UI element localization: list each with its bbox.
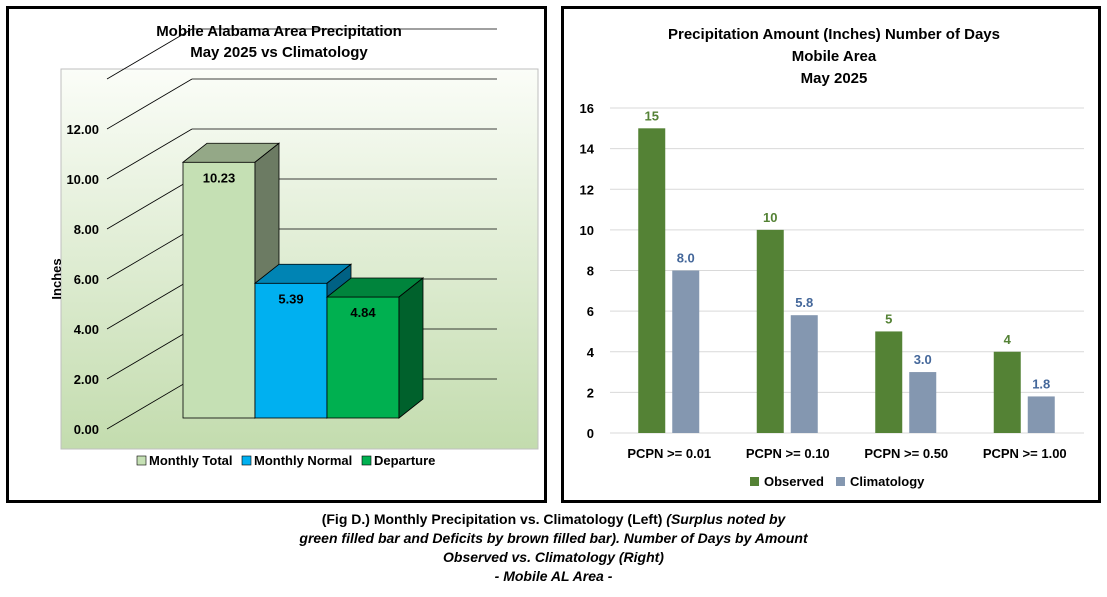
data-label: 4: [1004, 332, 1012, 347]
legend-label: Monthly Normal: [254, 453, 352, 468]
legend-label: Climatology: [850, 474, 925, 489]
chart-title-line: May 2025: [801, 70, 868, 87]
bar-observed: [638, 128, 666, 433]
y-tick-label: 14: [580, 142, 595, 157]
legend-swatch: [750, 477, 759, 486]
gridline-diagonal: [106, 28, 193, 80]
data-label: 5: [885, 311, 892, 326]
data-label: 3.0: [914, 352, 932, 367]
caption-line-2: green filled bar and Deficits by brown f…: [299, 530, 808, 546]
data-label: 8.0: [677, 251, 695, 266]
data-label: 10.23: [203, 170, 236, 185]
bar-side-face: [398, 277, 424, 419]
caption-line-3: Observed vs. Climatology (Right): [443, 549, 664, 565]
legend-swatch: [136, 455, 147, 466]
legend-swatch: [836, 477, 845, 486]
chart-title-line: Mobile Alabama Area Precipitation: [156, 23, 402, 40]
bar-observed: [756, 229, 784, 433]
bar-climatology: [672, 270, 700, 433]
x-tick-label: PCPN >= 0.50: [864, 446, 948, 461]
y-tick-label: 0.00: [74, 422, 99, 437]
data-label: 5.8: [795, 295, 813, 310]
chart-title-line: May 2025 vs Climatology: [190, 44, 368, 61]
y-tick-label: 0: [587, 426, 594, 441]
right-chart-panel: Precipitation Amount (Inches) Number of …: [561, 6, 1101, 503]
legend-swatch: [361, 455, 372, 466]
y-tick-label: 2.00: [74, 372, 99, 387]
x-tick-label: PCPN >= 0.10: [746, 446, 830, 461]
legend-label: Observed: [764, 474, 824, 489]
y-tick-label: 10.00: [66, 172, 99, 187]
caption-line-4: - Mobile AL Area -: [494, 568, 613, 584]
gridline-diagonal: [106, 128, 193, 180]
right-chart: Precipitation Amount (Inches) Number of …: [580, 26, 1084, 489]
data-label: 10: [763, 210, 777, 225]
chart-title-line: Precipitation Amount (Inches) Number of …: [668, 26, 1000, 43]
caption-line-1: (Fig D.) Monthly Precipitation vs. Clima…: [321, 511, 786, 527]
y-tick-label: 2: [587, 385, 594, 400]
bar-climatology: [1027, 396, 1055, 433]
gridline-diagonal: [106, 178, 193, 230]
left-chart-panel: Mobile Alabama Area Precipitation May 202…: [6, 6, 547, 503]
y-tick-label: 8: [587, 264, 594, 279]
y-tick-label: 4: [587, 345, 595, 360]
data-label: 15: [645, 108, 659, 123]
x-tick-label: PCPN >= 1.00: [983, 446, 1067, 461]
y-tick-label: 12.00: [66, 122, 99, 137]
bar-climatology: [790, 315, 818, 433]
y-tick-label: 6.00: [74, 272, 99, 287]
y-tick-label: 8.00: [74, 222, 99, 237]
y-tick-label: 6: [587, 304, 594, 319]
bar-observed: [875, 331, 903, 433]
left-chart: Mobile Alabama Area Precipitation May 202…: [49, 23, 539, 468]
x-tick-label: PCPN >= 0.01: [627, 446, 711, 461]
gridline-diagonal: [106, 278, 193, 330]
chart-title-line: Mobile Area: [792, 48, 877, 65]
bar-monthly-total: [182, 161, 256, 419]
gridline-diagonal: [106, 228, 193, 280]
y-axis-label: Inches: [49, 258, 64, 299]
gridline-diagonal: [106, 328, 193, 380]
y-tick-label: 10: [580, 223, 594, 238]
legend-label: Monthly Total: [149, 453, 233, 468]
y-tick-label: 4.00: [74, 322, 99, 337]
legend-swatch: [241, 455, 252, 466]
gridline-diagonal: [106, 378, 193, 430]
legend-label: Departure: [374, 453, 435, 468]
bar-monthly-normal: [254, 282, 328, 419]
y-tick-label: 16: [580, 101, 594, 116]
figure-caption: (Fig D.) Monthly Precipitation vs. Clima…: [0, 510, 1107, 586]
data-label: 1.8: [1032, 376, 1050, 391]
data-label: 4.84: [350, 305, 376, 320]
bar-climatology: [909, 372, 937, 433]
y-tick-label: 12: [580, 182, 594, 197]
data-label: 5.39: [278, 291, 303, 306]
gridline-diagonal: [106, 78, 193, 130]
bar-observed: [993, 351, 1021, 433]
